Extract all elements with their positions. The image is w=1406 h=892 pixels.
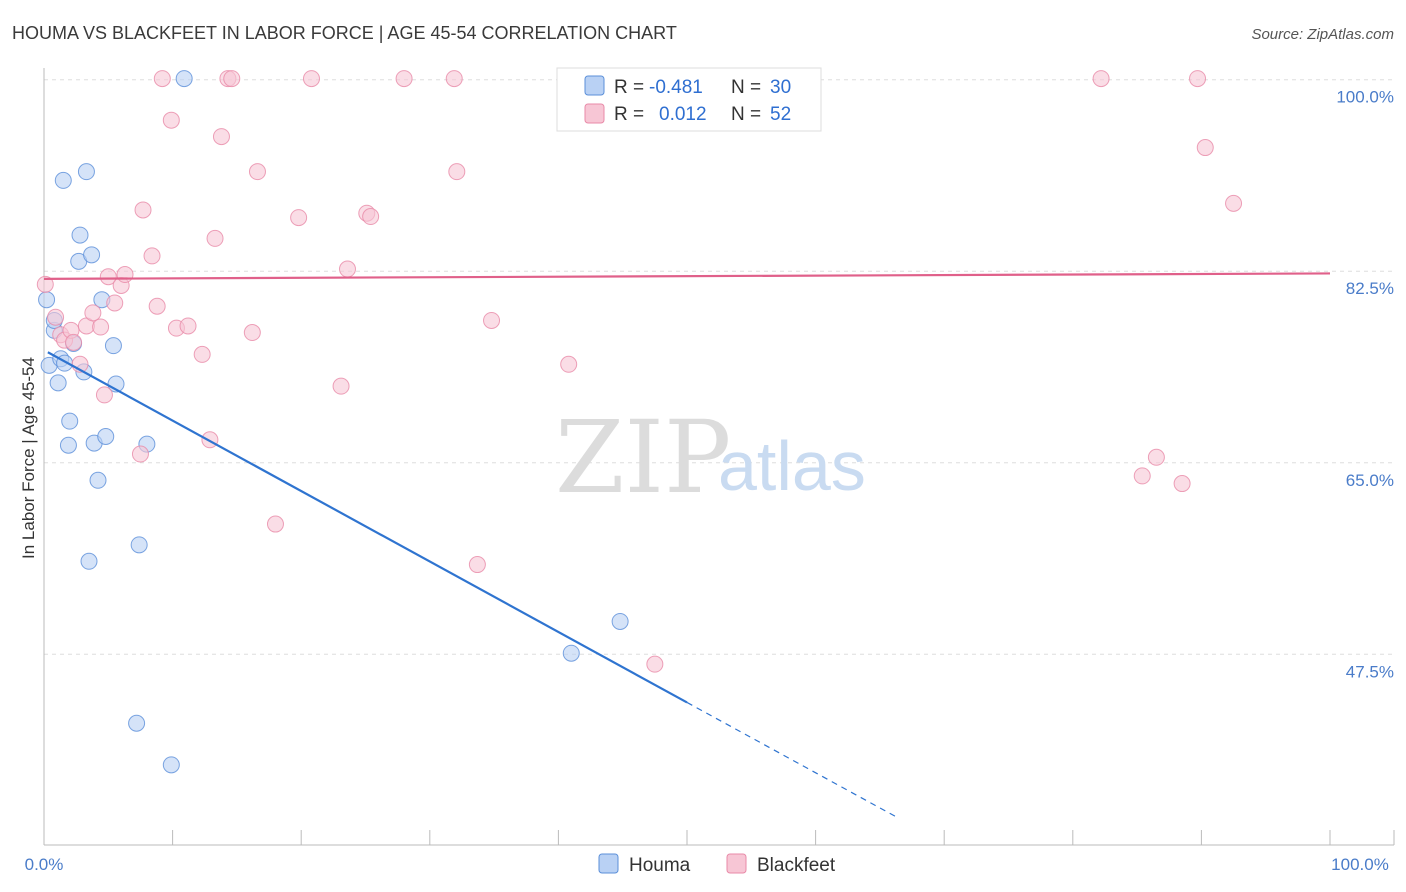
houma-point-21 [104, 337, 122, 355]
blackfeet-point-25 [206, 229, 224, 247]
y-tick-label-2: 65.0% [1346, 471, 1394, 490]
blackfeet-point-23 [193, 345, 211, 363]
blackfeet-point-45 [1092, 70, 1110, 88]
blackfeet-point-32 [290, 209, 308, 227]
watermark-zip: ZIP [555, 399, 731, 516]
watermark-atlas: atlas [718, 427, 866, 505]
houma-point-8 [59, 436, 77, 454]
blackfeet-point-46 [1133, 467, 1151, 485]
blackfeet-trend-line [43, 272, 1331, 280]
legend-n-label-blackfeet: N = [731, 104, 761, 125]
blackfeet-point-44 [646, 655, 664, 673]
legend-n-value-houma: 30 [770, 77, 791, 98]
houma-point-28 [562, 644, 580, 662]
blackfeet-point-38 [395, 70, 413, 88]
houma-trend-extension [686, 701, 900, 819]
y-axis-label: In Labor Force | Age 45-54 [19, 357, 38, 559]
houma-point-15 [80, 552, 98, 570]
blackfeet-point-20 [162, 111, 180, 129]
houma-point-24 [130, 536, 148, 554]
blackfeet-point-37 [362, 208, 380, 226]
houma-point-6 [54, 171, 72, 189]
houma-point-0 [38, 291, 56, 309]
bottom-legend-swatch-houma [598, 853, 619, 874]
houma-point-4 [49, 374, 67, 392]
blackfeet-point-1 [47, 308, 65, 326]
houma-point-26 [162, 756, 180, 774]
blackfeet-point-22 [179, 317, 197, 335]
blackfeet-point-40 [448, 163, 466, 181]
blackfeet-point-0 [36, 275, 54, 293]
legend-r-value-blackfeet: 0.012 [659, 104, 707, 125]
blackfeet-point-51 [1225, 194, 1243, 212]
houma-point-9 [61, 412, 79, 430]
blackfeet-point-43 [560, 355, 578, 373]
houma-point-29 [611, 612, 629, 630]
blackfeet-point-48 [1173, 475, 1191, 493]
legend: R = -0.481 N = 30 R = 0.012 N = 52 [556, 67, 822, 132]
blackfeet-point-18 [148, 297, 166, 315]
houma-point-20 [97, 427, 115, 445]
legend-r-value-houma: -0.481 [649, 77, 703, 98]
blackfeet-point-28 [223, 70, 241, 88]
blackfeet-point-14 [116, 266, 134, 284]
chart-source: Source: ZipAtlas.com [1251, 26, 1394, 43]
y-tick-label-0: 100.0% [1336, 88, 1394, 107]
blackfeet-point-50 [1196, 139, 1214, 157]
x-tick-label-right: 100.0% [1331, 855, 1389, 874]
legend-n-value-blackfeet: 52 [770, 104, 791, 125]
blackfeet-point-12 [106, 294, 124, 312]
blackfeet-point-29 [243, 324, 261, 342]
legend-swatch-blackfeet [584, 103, 605, 124]
y-tick-label-1: 82.5% [1346, 279, 1394, 298]
blackfeet-point-11 [99, 268, 117, 286]
series-layer [36, 70, 1331, 819]
blackfeet-point-19 [153, 70, 171, 88]
bottom-legend: Houma Blackfeet [598, 853, 836, 876]
houma-point-12 [71, 226, 89, 244]
houma-point-14 [77, 163, 95, 181]
blackfeet-point-47 [1147, 448, 1165, 466]
blackfeet-point-5 [65, 333, 83, 351]
legend-n-label-houma: N = [731, 77, 761, 98]
blackfeet-point-41 [468, 556, 486, 574]
chart-title: HOUMA VS BLACKFEET IN LABOR FORCE | AGE … [12, 23, 677, 43]
blackfeet-point-26 [212, 128, 230, 146]
blackfeet-point-49 [1189, 70, 1207, 88]
x-tick-label-left: 0.0% [25, 855, 64, 874]
blackfeet-point-34 [332, 377, 350, 395]
blackfeet-point-9 [92, 318, 110, 336]
houma-trend-line [47, 351, 688, 704]
y-tick-labels: 100.0% 82.5% 65.0% 47.5% [1336, 88, 1394, 682]
x-tick-marks [43, 830, 1395, 845]
bottom-legend-swatch-blackfeet [726, 853, 747, 874]
series-houma [38, 70, 629, 774]
houma-point-18 [89, 471, 107, 489]
blackfeet-point-31 [266, 515, 284, 533]
houma-point-16 [83, 246, 101, 264]
houma-point-23 [128, 714, 146, 732]
y-tick-label-3: 47.5% [1346, 662, 1394, 681]
bottom-legend-label-houma: Houma [629, 855, 691, 876]
legend-swatch-houma [584, 75, 605, 96]
blackfeet-point-8 [84, 304, 102, 322]
bottom-legend-label-blackfeet: Blackfeet [757, 855, 836, 876]
blackfeet-point-10 [95, 386, 113, 404]
blackfeet-point-16 [134, 201, 152, 219]
blackfeet-point-30 [248, 163, 266, 181]
blackfeet-point-17 [143, 247, 161, 265]
blackfeet-point-39 [445, 70, 463, 88]
watermark: ZIP atlas [555, 399, 866, 516]
blackfeet-point-33 [302, 70, 320, 88]
legend-r-label-houma: R = [614, 77, 644, 98]
grid [44, 79, 1394, 655]
blackfeet-point-35 [338, 260, 356, 278]
blackfeet-point-15 [131, 445, 149, 463]
blackfeet-point-42 [483, 311, 501, 329]
houma-point-27 [175, 70, 193, 88]
legend-r-label-blackfeet: R = [614, 104, 644, 125]
series-blackfeet [36, 70, 1243, 673]
